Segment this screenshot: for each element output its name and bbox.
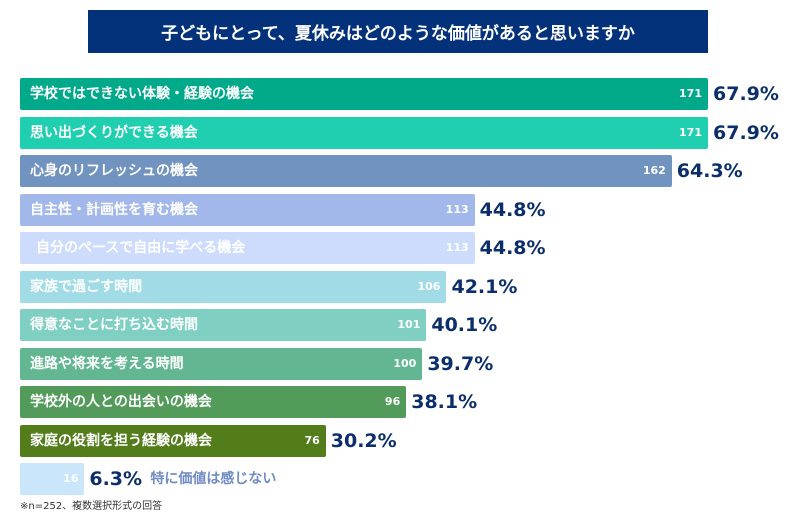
bar-percent-label: 44.8% (479, 198, 546, 221)
category-label: 学校外の人との出会いの機会 (30, 394, 212, 410)
bar-count-label: 76 (304, 433, 320, 447)
bar-count-label: 162 (642, 164, 666, 177)
category-label: 得意なことに打ち込む時間 (30, 317, 198, 333)
bar-percent-label: 64.3% (676, 160, 743, 182)
bar-percent-label: 67.9% (713, 83, 779, 105)
bar (20, 116, 708, 149)
bar (20, 386, 407, 418)
bar (20, 193, 475, 226)
chart-title: 子どもにとって、夏休みはどのような価値があると思いますか (88, 10, 708, 53)
bar (20, 270, 447, 303)
bar-count-label: 113 (445, 241, 469, 254)
category-label: 家庭の役割を担う経験の機会 (30, 432, 212, 449)
bar (20, 232, 475, 264)
bar (20, 424, 326, 457)
bar (20, 347, 423, 380)
category-label: 自分のペースで自由に学べる機会 (36, 240, 246, 256)
category-label: 家族で過ごす時間 (30, 278, 143, 295)
category-label: 心身のリフレッシュの機会 (30, 163, 198, 179)
bar-count-label: 101 (397, 318, 421, 331)
bar-count-label: 113 (445, 202, 469, 216)
category-label: 進路や将来を考える時間 (30, 355, 184, 372)
bar-count-label: 16 (63, 472, 79, 485)
bar-count-label: 171 (679, 87, 702, 100)
bar-percent-label: 40.1% (431, 314, 498, 336)
bar (20, 78, 708, 110)
bar-percent-label: 44.8% (479, 237, 546, 259)
footnote: ※n=252、複数選択形式の回答 (20, 501, 163, 512)
category-label: 自主性・計画性を育む機会 (30, 201, 198, 218)
bar-percent-label: 39.7% (427, 352, 494, 375)
bar-percent-label: 30.2% (330, 429, 397, 452)
category-label: 学校ではできない体験・経験の機会 (30, 86, 254, 102)
bar-count-label: 96 (384, 395, 401, 408)
bar (20, 463, 85, 495)
bar-count-label: 106 (417, 279, 441, 293)
bar-percent-label: 6.3% (89, 468, 143, 490)
bar (20, 155, 672, 187)
bar (20, 309, 427, 341)
bar-percent-label: 38.1% (411, 391, 478, 413)
bar-percent-label: 42.1% (451, 275, 518, 298)
bar-count-label: 171 (679, 125, 702, 139)
category-label: 特に価値は感じない (150, 471, 277, 487)
bar-percent-label: 67.9% (713, 121, 779, 144)
category-label: 思い出づくりができる機会 (30, 124, 198, 141)
bar-count-label: 100 (393, 356, 417, 370)
